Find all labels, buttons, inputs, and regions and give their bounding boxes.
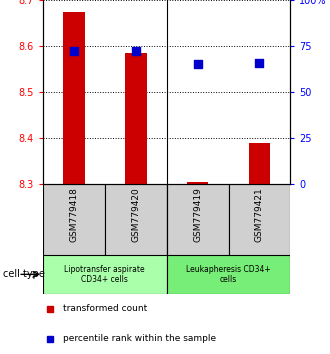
Text: GSM779421: GSM779421 xyxy=(255,188,264,242)
Bar xyxy=(248,143,270,184)
Bar xyxy=(63,11,85,184)
Point xyxy=(133,48,138,53)
Bar xyxy=(167,255,290,294)
Bar xyxy=(105,184,167,255)
Text: GSM779418: GSM779418 xyxy=(69,188,78,242)
Point xyxy=(257,60,262,65)
Text: GSM779420: GSM779420 xyxy=(131,188,140,242)
Point xyxy=(71,48,77,53)
Text: percentile rank within the sample: percentile rank within the sample xyxy=(63,335,216,343)
Text: transformed count: transformed count xyxy=(63,304,147,313)
Bar xyxy=(43,255,167,294)
Text: cell type: cell type xyxy=(3,269,45,279)
Text: Lipotransfer aspirate
CD34+ cells: Lipotransfer aspirate CD34+ cells xyxy=(64,265,145,284)
Bar xyxy=(167,184,228,255)
Text: GSM779419: GSM779419 xyxy=(193,188,202,242)
Bar xyxy=(187,182,209,184)
Bar xyxy=(125,53,147,184)
Point xyxy=(195,62,200,67)
Text: Leukapheresis CD34+
cells: Leukapheresis CD34+ cells xyxy=(186,265,271,284)
Bar xyxy=(43,184,105,255)
Bar xyxy=(228,184,290,255)
